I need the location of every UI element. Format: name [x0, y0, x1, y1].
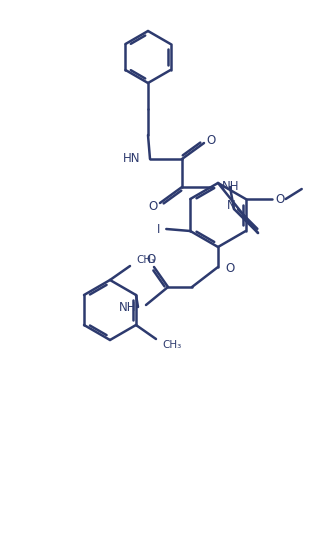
Text: HN: HN — [122, 152, 140, 164]
Text: O: O — [146, 252, 156, 266]
Text: O: O — [148, 199, 158, 213]
Text: N: N — [227, 198, 235, 212]
Text: CH₃: CH₃ — [136, 255, 155, 265]
Text: O: O — [206, 134, 216, 146]
Text: I: I — [156, 222, 160, 236]
Text: NH: NH — [222, 179, 239, 193]
Text: CH₃: CH₃ — [162, 340, 181, 350]
Text: NH: NH — [119, 300, 136, 314]
Text: O: O — [225, 261, 234, 275]
Text: O: O — [275, 193, 284, 206]
